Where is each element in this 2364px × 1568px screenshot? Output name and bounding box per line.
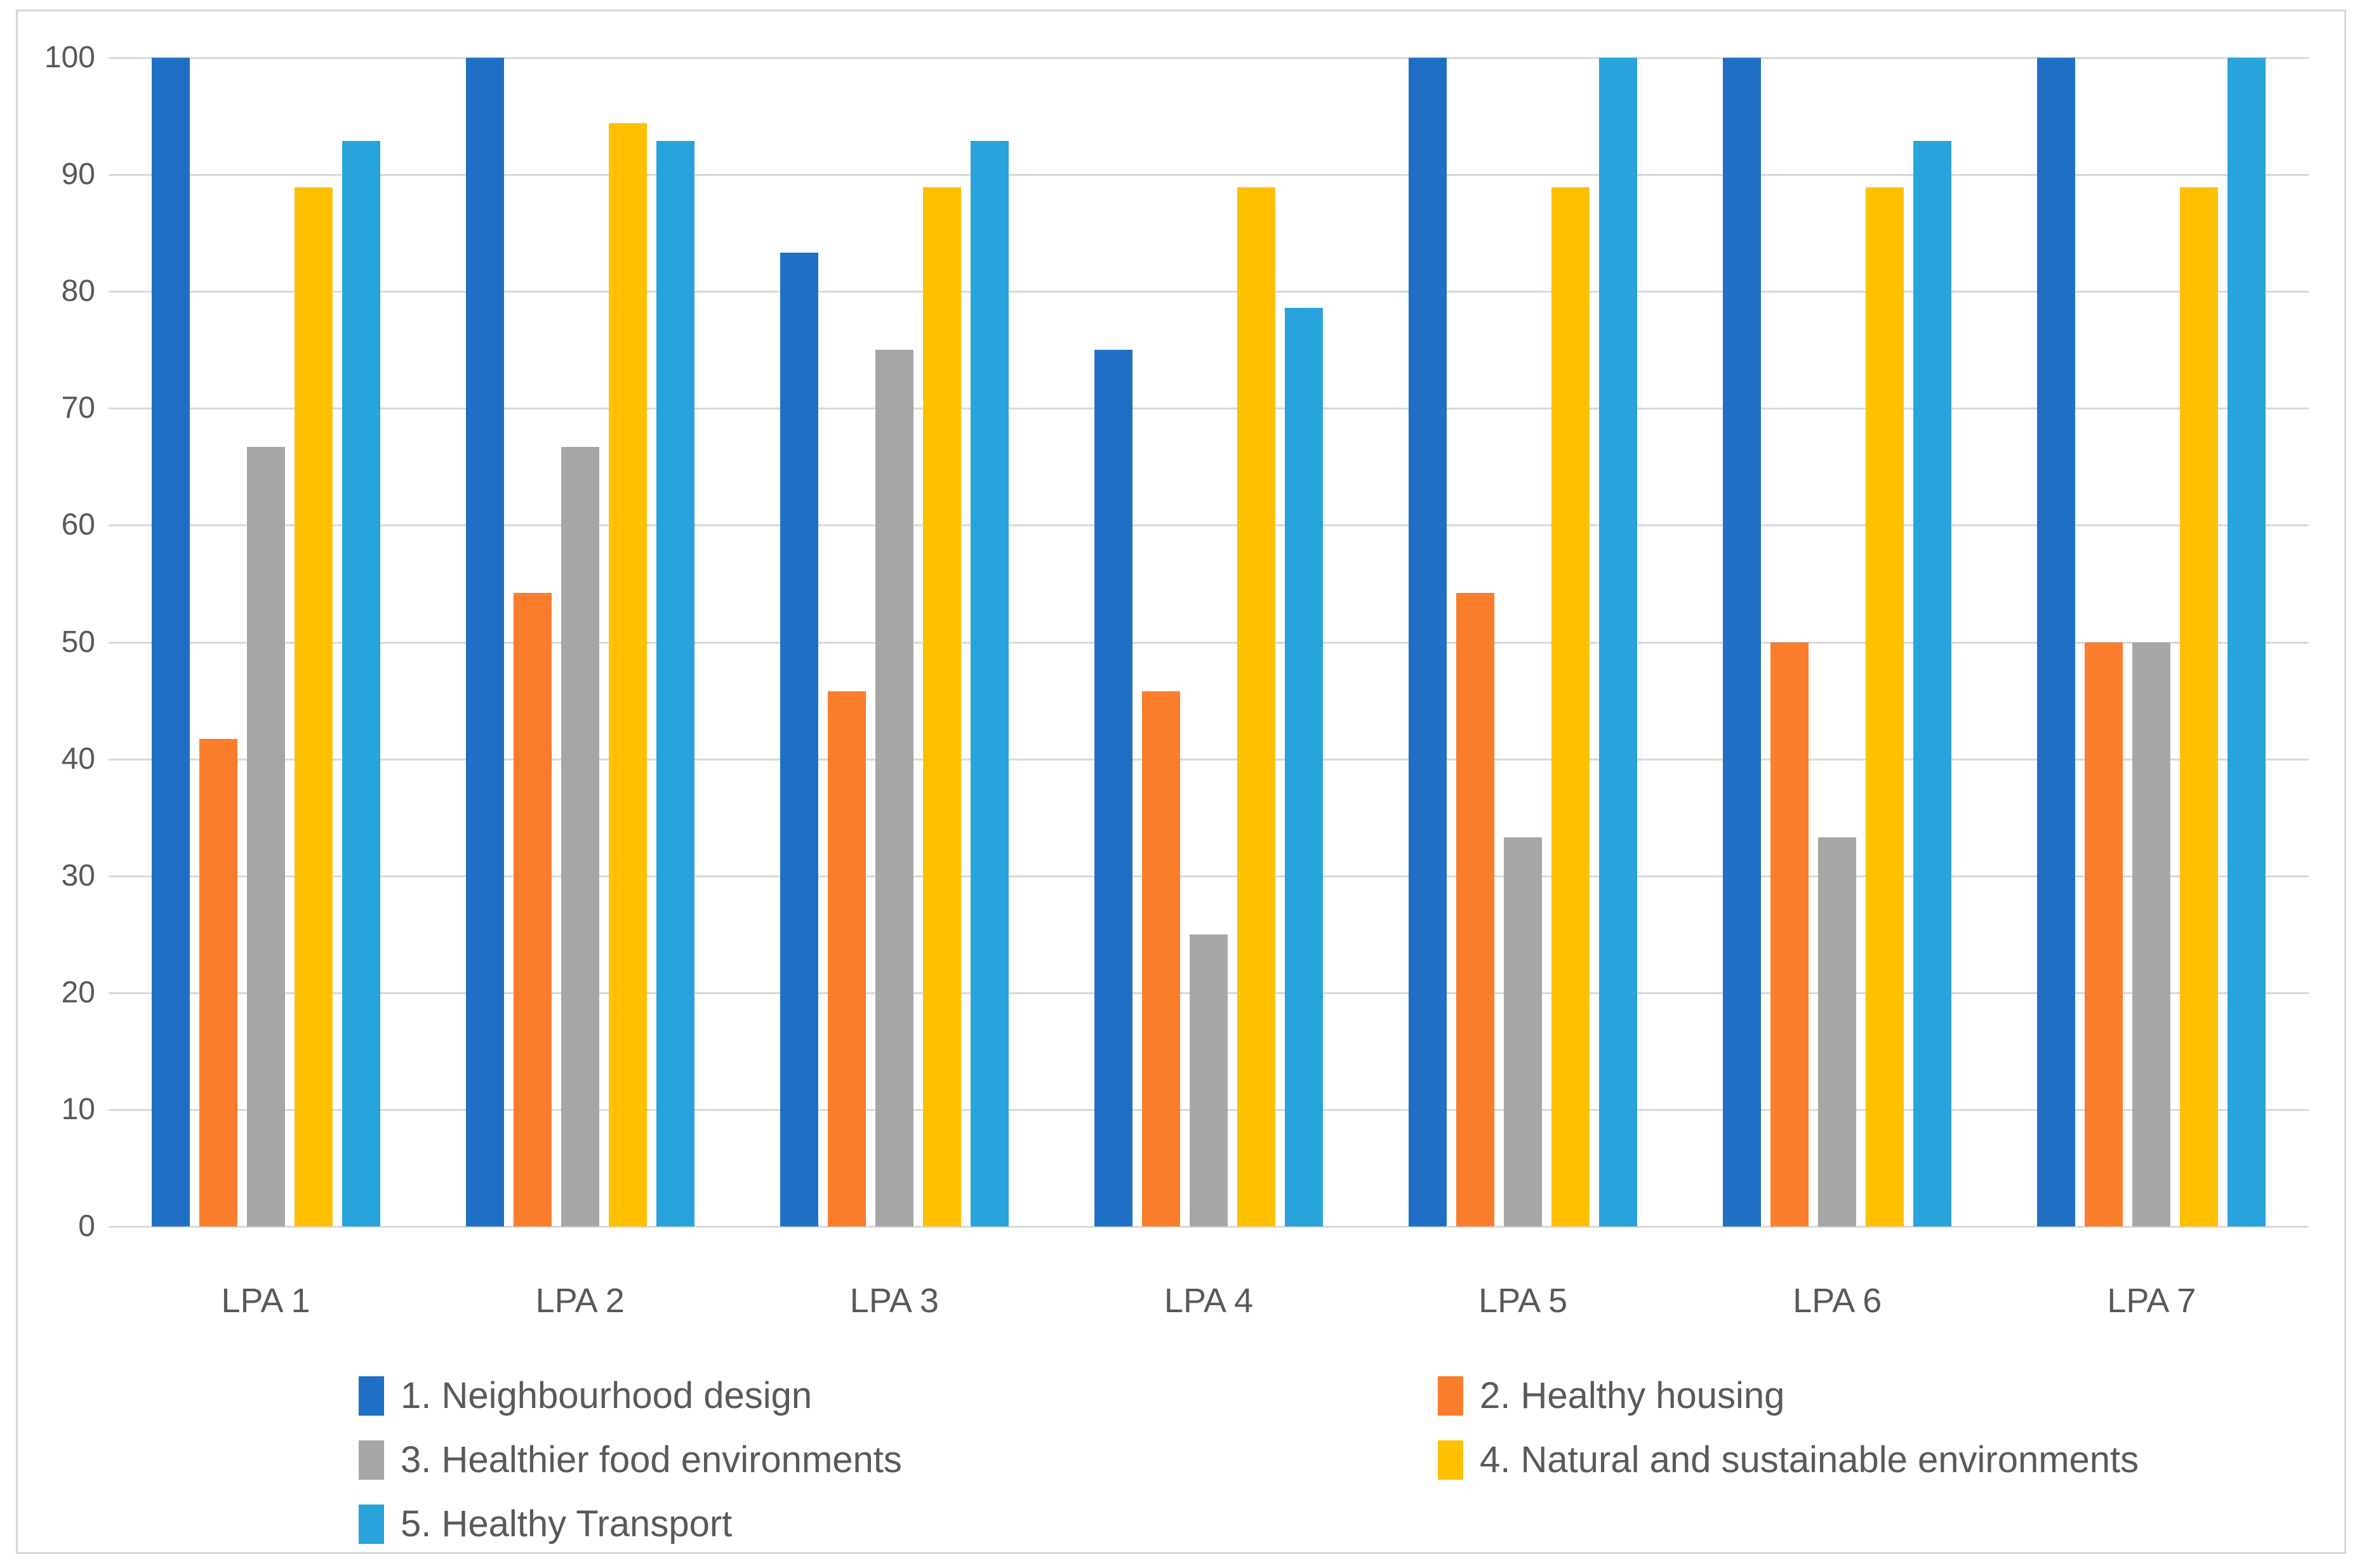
bar-2-healthy-housing-lpa-6 [1770, 642, 1809, 1226]
bar-1-neighbourhood-design-lpa-4 [1094, 350, 1132, 1226]
legend-label: 2. Healthy housing [1480, 1375, 1785, 1416]
bar-4-natural-and-sustainable-environments-lpa-6 [1866, 187, 1904, 1226]
gridline-y-60 [109, 524, 2309, 527]
x-category-label-lpa-7: LPA 7 [2107, 1282, 2196, 1320]
bar-2-healthy-housing-lpa-1 [199, 739, 237, 1226]
bar-4-natural-and-sustainable-environments-lpa-3 [922, 187, 961, 1226]
legend: 1. Neighbourhood design 2. Healthy housin… [359, 1374, 2139, 1545]
gridline-y-90 [109, 174, 2309, 176]
bar-group-lpa-7 [1995, 58, 2309, 1226]
bar-5-healthy-transport-lpa-5 [1599, 58, 1638, 1226]
y-tick-label-30: 30 [61, 858, 95, 893]
bar-group-lpa-4 [1051, 58, 1365, 1226]
bar-1-neighbourhood-design-lpa-5 [1409, 58, 1447, 1226]
y-tick-label-80: 80 [61, 274, 95, 309]
bar-4-natural-and-sustainable-environments-lpa-1 [294, 187, 333, 1226]
legend-swatch-icon [359, 1376, 384, 1416]
gridline-y-40 [109, 758, 2309, 761]
bar-group-lpa-3 [737, 58, 1051, 1226]
legend-item-3-healthier-food-environments: 3. Healthier food environments [359, 1438, 1438, 1481]
bar-group-lpa-1 [109, 58, 423, 1226]
bar-5-healthy-transport-lpa-6 [1913, 140, 1952, 1226]
bar-3-healthier-food-environments-lpa-6 [1818, 837, 1857, 1226]
gridline-y-80 [109, 291, 2309, 293]
x-axis-line [109, 1226, 2309, 1228]
y-tick-label-70: 70 [61, 391, 95, 425]
bar-5-healthy-transport-lpa-1 [342, 140, 380, 1226]
bar-3-healthier-food-environments-lpa-2 [561, 447, 599, 1226]
legend-item-2-healthy-housing: 2. Healthy housing [1438, 1374, 2139, 1417]
bar-5-healthy-transport-lpa-3 [970, 140, 1009, 1226]
bar-5-healthy-transport-lpa-4 [1284, 307, 1323, 1226]
legend-label: 1. Neighbourhood design [401, 1375, 813, 1416]
gridline-y-100 [109, 57, 2309, 59]
plot-area [109, 57, 2309, 1228]
bar-4-natural-and-sustainable-environments-lpa-5 [1551, 187, 1590, 1226]
legend-swatch-icon [1438, 1440, 1463, 1480]
bar-3-healthier-food-environments-lpa-5 [1504, 837, 1543, 1226]
bar-4-natural-and-sustainable-environments-lpa-4 [1237, 187, 1275, 1226]
bar-5-healthy-transport-lpa-2 [656, 140, 694, 1226]
bar-3-healthier-food-environments-lpa-1 [246, 447, 285, 1226]
y-tick-label-90: 90 [61, 157, 95, 192]
bar-5-healthy-transport-lpa-7 [2228, 58, 2266, 1226]
gridline-y-70 [109, 408, 2309, 410]
legend-item-1-neighbourhood-design: 1. Neighbourhood design [359, 1374, 1438, 1417]
x-category-label-lpa-2: LPA 2 [535, 1282, 625, 1320]
y-tick-label-60: 60 [61, 508, 95, 542]
bar-3-healthier-food-environments-lpa-7 [2132, 642, 2171, 1226]
bar-4-natural-and-sustainable-environments-lpa-2 [608, 123, 647, 1226]
legend-label: 3. Healthier food environments [401, 1439, 902, 1480]
x-category-label-lpa-1: LPA 1 [221, 1282, 310, 1320]
bar-2-healthy-housing-lpa-5 [1456, 593, 1495, 1226]
y-tick-label-20: 20 [61, 975, 95, 1009]
bar-1-neighbourhood-design-lpa-7 [2037, 58, 2076, 1226]
bar-2-healthy-housing-lpa-7 [2085, 642, 2123, 1226]
bar-group-lpa-5 [1366, 58, 1680, 1226]
gridline-y-30 [109, 875, 2309, 877]
x-category-label-lpa-5: LPA 5 [1478, 1282, 1568, 1320]
x-category-label-lpa-3: LPA 3 [849, 1282, 939, 1320]
chart-frame [16, 10, 2346, 1554]
legend-item-5-healthy-transport: 5. Healthy Transport [359, 1503, 1438, 1545]
bar-3-healthier-food-environments-lpa-4 [1189, 934, 1228, 1226]
legend-item-4-natural-and-sustainable-environments: 4. Natural and sustainable environments [1438, 1438, 2139, 1481]
legend-label: 4. Natural and sustainable environments [1480, 1439, 2139, 1480]
y-tick-label-50: 50 [61, 625, 95, 659]
legend-swatch-icon [1438, 1376, 1463, 1416]
legend-swatch-icon [359, 1440, 384, 1480]
y-tick-label-10: 10 [61, 1092, 95, 1126]
bar-1-neighbourhood-design-lpa-3 [780, 253, 818, 1226]
bar-2-healthy-housing-lpa-4 [1141, 691, 1180, 1226]
x-category-label-lpa-4: LPA 4 [1164, 1282, 1254, 1320]
y-tick-label-40: 40 [61, 741, 95, 776]
bar-1-neighbourhood-design-lpa-2 [465, 58, 504, 1226]
legend-label: 5. Healthy Transport [401, 1503, 733, 1545]
y-tick-label-100: 100 [44, 41, 95, 74]
x-category-label-lpa-6: LPA 6 [1793, 1282, 1882, 1320]
y-tick-label-0: 0 [78, 1209, 95, 1243]
bar-1-neighbourhood-design-lpa-1 [151, 58, 190, 1226]
legend-swatch-icon [359, 1504, 384, 1544]
bar-1-neighbourhood-design-lpa-6 [1723, 58, 1762, 1226]
bar-2-healthy-housing-lpa-2 [513, 593, 552, 1226]
gridline-y-50 [109, 641, 2309, 644]
bar-3-healthier-food-environments-lpa-3 [875, 350, 913, 1226]
bar-group-lpa-6 [1680, 58, 1995, 1226]
bar-4-natural-and-sustainable-environments-lpa-7 [2180, 187, 2219, 1226]
bar-2-healthy-housing-lpa-3 [827, 691, 866, 1226]
bar-group-lpa-2 [423, 58, 737, 1226]
